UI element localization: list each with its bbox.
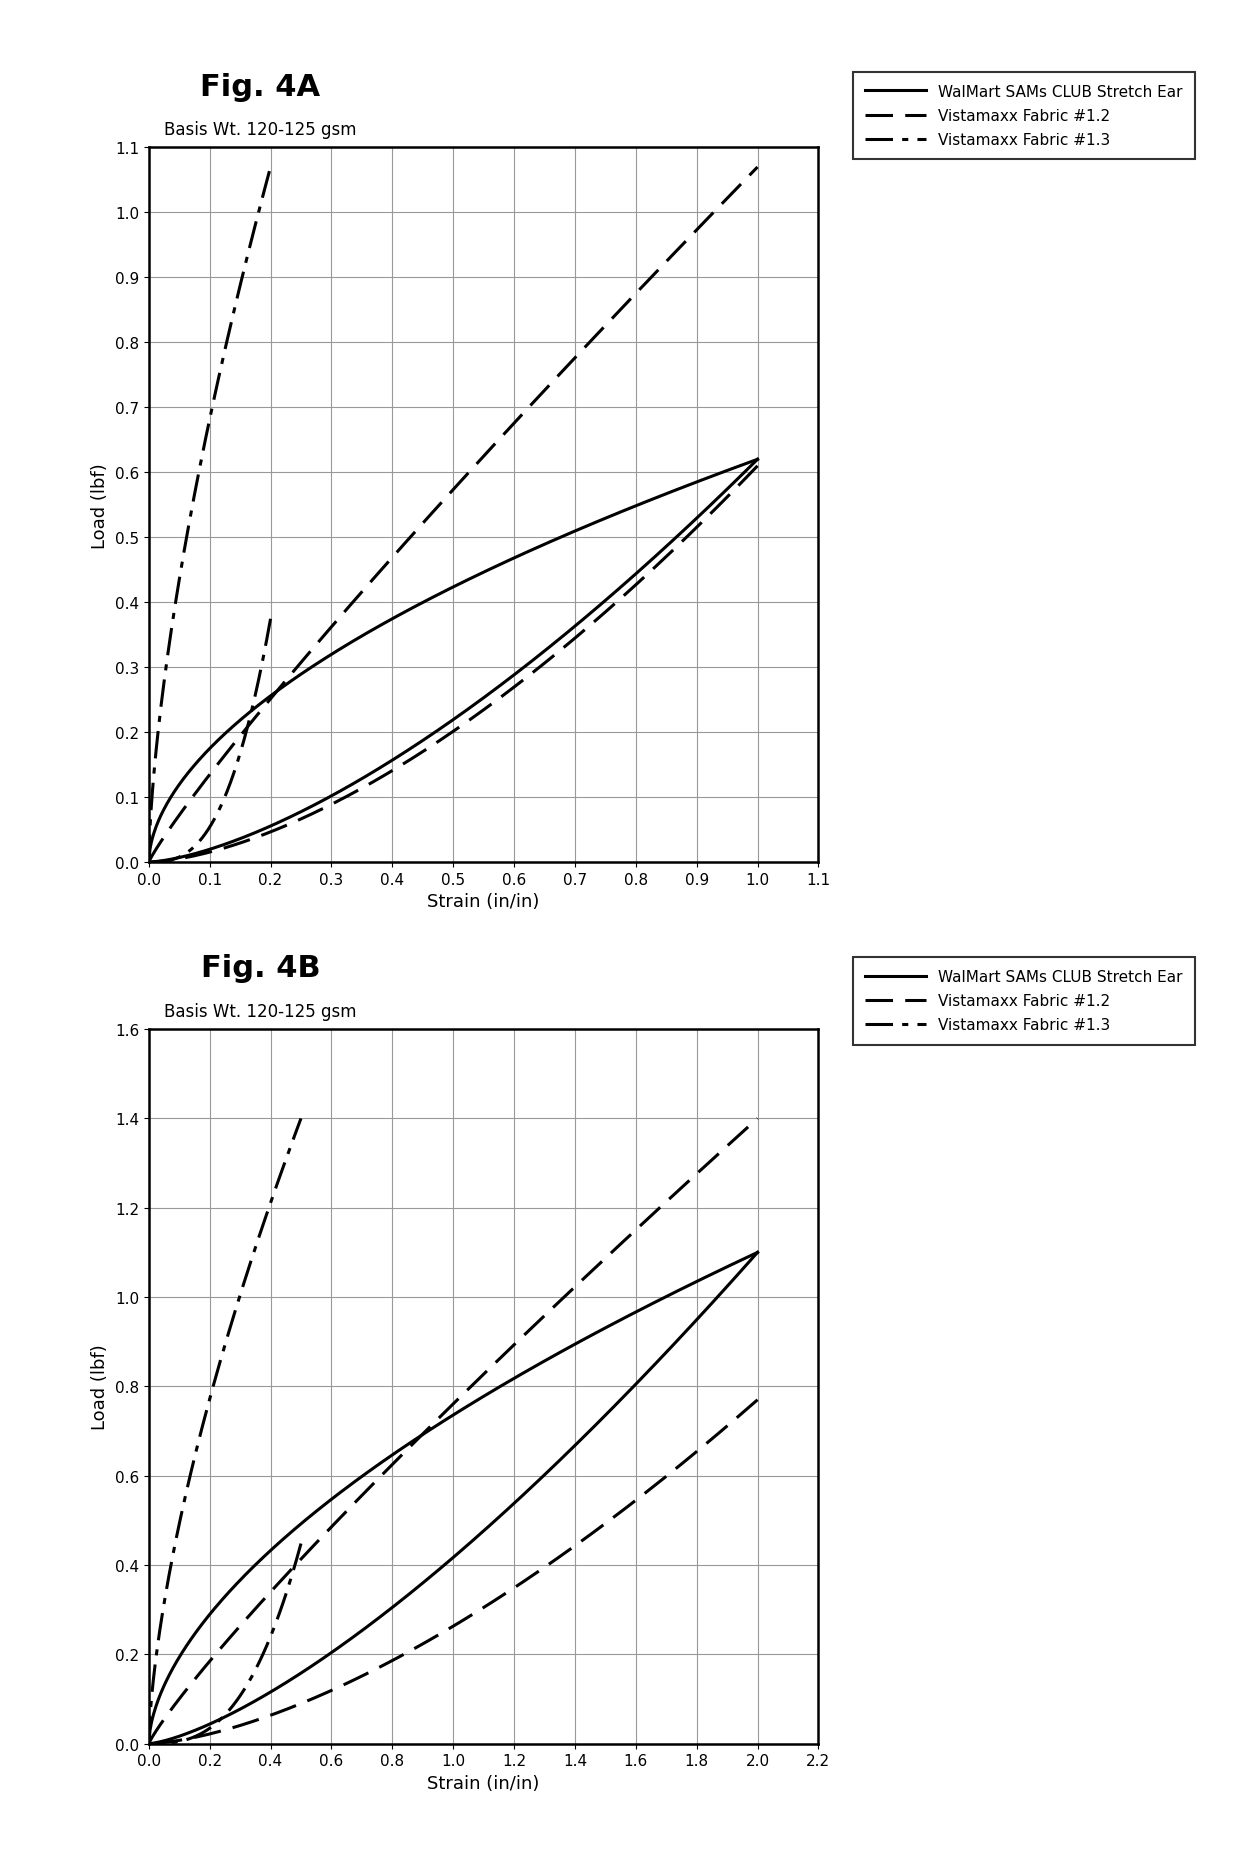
Text: Fig. 4A: Fig. 4A: [201, 72, 320, 102]
Legend: WalMart SAMs CLUB Stretch Ear, Vistamaxx Fabric #1.2, Vistamaxx Fabric #1.3: WalMart SAMs CLUB Stretch Ear, Vistamaxx…: [853, 957, 1195, 1044]
Text: Basis Wt. 120-125 gsm: Basis Wt. 120-125 gsm: [164, 121, 357, 139]
Y-axis label: Load (lbf): Load (lbf): [92, 1343, 109, 1430]
Text: Basis Wt. 120-125 gsm: Basis Wt. 120-125 gsm: [164, 1002, 357, 1020]
Y-axis label: Load (lbf): Load (lbf): [92, 462, 109, 549]
X-axis label: Strain (in/in): Strain (in/in): [428, 1773, 539, 1792]
Text: Fig. 4B: Fig. 4B: [201, 953, 320, 983]
X-axis label: Strain (in/in): Strain (in/in): [428, 892, 539, 911]
Legend: WalMart SAMs CLUB Stretch Ear, Vistamaxx Fabric #1.2, Vistamaxx Fabric #1.3: WalMart SAMs CLUB Stretch Ear, Vistamaxx…: [853, 72, 1195, 160]
